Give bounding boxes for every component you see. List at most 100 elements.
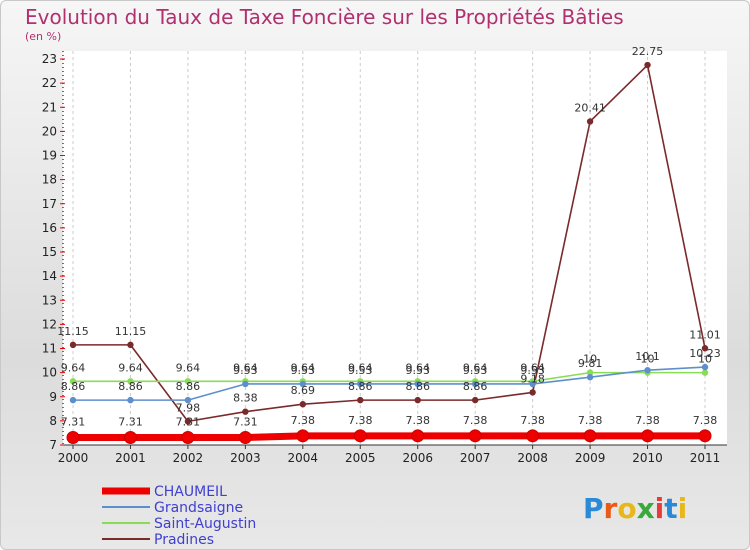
data-point bbox=[698, 429, 712, 443]
x-tick-label: 2009 bbox=[575, 451, 606, 465]
data-point bbox=[526, 429, 540, 443]
plot-area bbox=[63, 51, 727, 445]
data-label: 9.64 bbox=[176, 361, 201, 374]
data-point bbox=[127, 396, 134, 404]
data-label: 9.64 bbox=[405, 361, 430, 374]
data-point bbox=[242, 380, 249, 388]
x-tick-label: 2002 bbox=[173, 451, 204, 465]
x-tick-label: 2001 bbox=[115, 451, 146, 465]
data-label: 9.64 bbox=[348, 361, 373, 374]
y-tick-label: 16 bbox=[42, 221, 57, 235]
x-tick-label: 2003 bbox=[230, 451, 261, 465]
data-point bbox=[644, 367, 651, 374]
y-tick-label: 18 bbox=[42, 173, 57, 187]
data-label: 8.38 bbox=[233, 392, 258, 405]
data-label: 7.38 bbox=[463, 414, 488, 427]
x-tick-label: 2011 bbox=[690, 451, 721, 465]
y-tick-label: 23 bbox=[42, 52, 57, 66]
data-point bbox=[701, 345, 709, 352]
data-label: 9.53 bbox=[463, 364, 488, 377]
data-point bbox=[184, 418, 192, 425]
data-label: 7.38 bbox=[635, 414, 660, 427]
y-tick-label: 12 bbox=[42, 317, 57, 331]
data-label: 9.64 bbox=[61, 361, 86, 374]
data-label: 7.31 bbox=[176, 416, 201, 429]
y-tick-label: 21 bbox=[42, 100, 57, 114]
x-tick-label: 2006 bbox=[402, 451, 433, 465]
data-point bbox=[184, 396, 192, 404]
y-tick-label: 9 bbox=[49, 390, 57, 404]
series-line-saint-augustin bbox=[73, 371, 705, 383]
data-point bbox=[299, 380, 307, 388]
data-label: 9.53 bbox=[291, 364, 316, 377]
x-tick-label: 2008 bbox=[517, 451, 548, 465]
data-point bbox=[583, 429, 597, 443]
legend-label: Saint-Augustin bbox=[154, 516, 256, 532]
data-label: 9.64 bbox=[520, 361, 545, 374]
data-point bbox=[586, 374, 594, 381]
data-point bbox=[471, 396, 479, 404]
data-point bbox=[296, 429, 310, 443]
data-label: 9.53 bbox=[348, 364, 373, 377]
series-line-grandsaigne bbox=[73, 366, 706, 401]
x-tick-label: 2004 bbox=[288, 451, 319, 465]
data-label: 8.86 bbox=[463, 380, 488, 393]
series-line-pradines bbox=[73, 64, 706, 423]
data-label: 11.15 bbox=[57, 325, 89, 338]
data-label: 7.38 bbox=[520, 414, 545, 427]
data-label: 11.15 bbox=[115, 325, 147, 338]
data-point bbox=[127, 378, 134, 385]
data-point bbox=[184, 378, 192, 385]
x-tick-label: 2000 bbox=[58, 451, 89, 465]
y-tick-label: 8 bbox=[49, 414, 57, 428]
data-point bbox=[701, 363, 709, 371]
data-label: 8.86 bbox=[118, 380, 143, 393]
y-tick-label: 14 bbox=[42, 269, 57, 283]
data-label: 9.53 bbox=[405, 364, 430, 377]
data-label: 9.64 bbox=[118, 361, 143, 374]
y-tick-label: 15 bbox=[42, 245, 57, 259]
data-point bbox=[411, 429, 425, 443]
data-label: 22.75 bbox=[632, 45, 664, 58]
data-point bbox=[529, 389, 536, 396]
data-point bbox=[238, 431, 252, 445]
data-point bbox=[644, 61, 651, 69]
data-label: 9.53 bbox=[233, 364, 258, 377]
data-point bbox=[353, 429, 367, 443]
data-label: 7.38 bbox=[693, 414, 718, 427]
data-label: 8.69 bbox=[291, 384, 316, 397]
data-point bbox=[701, 369, 709, 376]
y-tick-label: 22 bbox=[42, 76, 57, 90]
y-tick-label: 19 bbox=[42, 149, 57, 163]
data-label: 11.01 bbox=[689, 328, 721, 341]
y-tick-label: 20 bbox=[42, 124, 57, 138]
data-label: 8.86 bbox=[176, 380, 201, 393]
data-point bbox=[242, 408, 249, 415]
data-label: 7.38 bbox=[291, 414, 316, 427]
data-label: 9.81 bbox=[578, 357, 603, 370]
data-label: 7.38 bbox=[578, 414, 603, 427]
data-point bbox=[69, 341, 77, 349]
x-tick-label: 2005 bbox=[345, 451, 376, 465]
data-point bbox=[123, 431, 137, 445]
data-point bbox=[357, 380, 364, 388]
data-label: 20.41 bbox=[574, 101, 606, 114]
data-label: 7.98 bbox=[176, 401, 201, 414]
data-point bbox=[69, 378, 77, 385]
data-label: 9.53 bbox=[520, 364, 545, 377]
legend-label: Pradines bbox=[154, 532, 214, 548]
data-label: 10 bbox=[583, 353, 597, 366]
y-tick-label: 7 bbox=[49, 438, 57, 452]
data-label: 9.64 bbox=[233, 361, 258, 374]
data-label: 8.86 bbox=[61, 380, 86, 393]
data-label: 10.1 bbox=[635, 350, 660, 363]
data-point bbox=[69, 396, 77, 404]
data-point bbox=[66, 431, 80, 445]
data-label: 9.18 bbox=[520, 372, 545, 385]
y-tick-label: 11 bbox=[42, 342, 57, 356]
data-point bbox=[127, 341, 134, 349]
data-label: 7.31 bbox=[233, 416, 258, 429]
y-tick-label: 13 bbox=[42, 293, 57, 307]
data-point bbox=[299, 401, 307, 408]
